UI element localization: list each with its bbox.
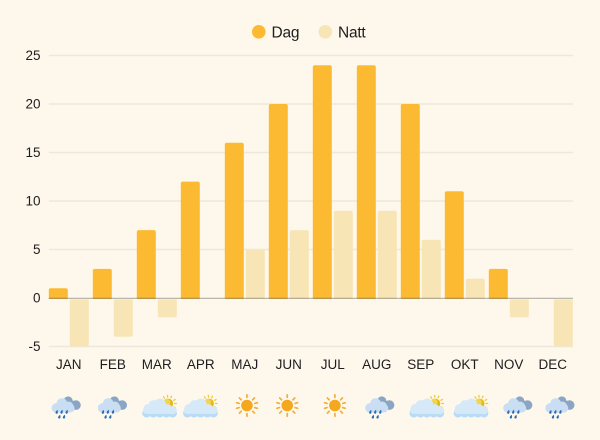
svg-text:DEC: DEC <box>539 357 568 372</box>
svg-text:Natt: Natt <box>338 24 366 41</box>
svg-text:20: 20 <box>25 97 40 112</box>
svg-text:FEB: FEB <box>100 357 126 372</box>
svg-text:SEP: SEP <box>407 357 434 372</box>
svg-text:10: 10 <box>25 194 40 209</box>
svg-text:15: 15 <box>25 145 40 160</box>
svg-text:25: 25 <box>25 48 40 63</box>
svg-text:0: 0 <box>33 291 41 306</box>
svg-text:-5: -5 <box>28 339 40 354</box>
svg-text:JUN: JUN <box>276 357 302 372</box>
svg-text:MAJ: MAJ <box>231 357 258 372</box>
svg-text:5: 5 <box>33 242 41 257</box>
svg-text:AUG: AUG <box>362 357 391 372</box>
svg-text:JAN: JAN <box>56 357 82 372</box>
svg-text:MAR: MAR <box>142 357 172 372</box>
svg-text:OKT: OKT <box>451 357 479 372</box>
svg-text:JUL: JUL <box>321 357 345 372</box>
svg-text:Dag: Dag <box>272 24 300 41</box>
svg-text:NOV: NOV <box>494 357 523 372</box>
svg-text:APR: APR <box>187 357 215 372</box>
